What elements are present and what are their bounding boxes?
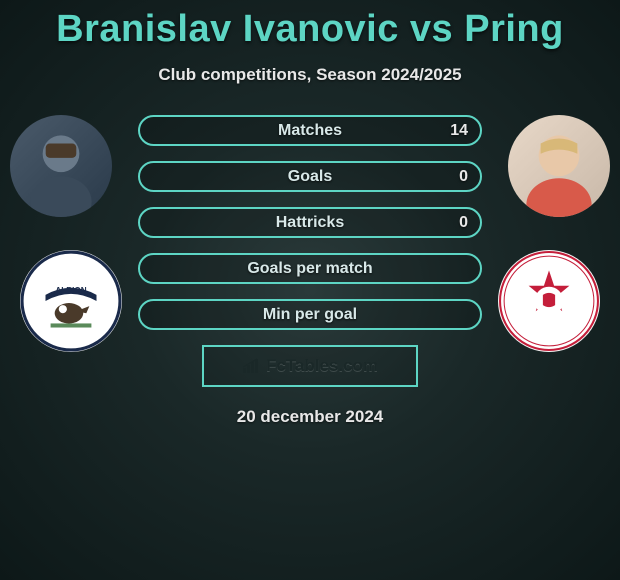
stat-label: Goals per match (140, 260, 480, 278)
club-crest-icon (498, 250, 600, 352)
player-silhouette-icon (508, 115, 610, 217)
stat-right-value: 0 (459, 214, 468, 232)
stat-right-value: 14 (450, 122, 468, 140)
stat-label: Goals (140, 168, 480, 186)
stat-label: Hattricks (140, 214, 480, 232)
comparison-content: ALBION Matches 14 Goals 0 Hattri (0, 115, 620, 427)
stat-row-goals: Goals 0 (138, 161, 482, 192)
stats-container: Matches 14 Goals 0 Hattricks 0 Goals per… (138, 115, 482, 330)
page-subtitle: Club competitions, Season 2024/2025 (0, 65, 620, 85)
left-club-badge: ALBION (20, 250, 122, 352)
right-club-badge (498, 250, 600, 352)
right-player-avatar (508, 115, 610, 217)
left-player-avatar (10, 115, 112, 217)
stat-row-hattricks: Hattricks 0 (138, 207, 482, 238)
brand-text: FcTables.com (266, 356, 378, 376)
page-title: Branislav Ivanovic vs Pring (0, 0, 620, 51)
stat-row-matches: Matches 14 (138, 115, 482, 146)
stat-row-goals-per-match: Goals per match (138, 253, 482, 284)
comparison-date: 20 december 2024 (0, 407, 620, 427)
club-crest-icon: ALBION (20, 250, 122, 352)
bar-chart-icon (242, 358, 262, 374)
brand-box[interactable]: FcTables.com (202, 345, 418, 387)
stat-row-min-per-goal: Min per goal (138, 299, 482, 330)
player-silhouette-icon (10, 115, 112, 217)
svg-text:ALBION: ALBION (55, 286, 86, 295)
stat-right-value: 0 (459, 168, 468, 186)
stat-label: Matches (140, 122, 480, 140)
stat-label: Min per goal (140, 306, 480, 324)
